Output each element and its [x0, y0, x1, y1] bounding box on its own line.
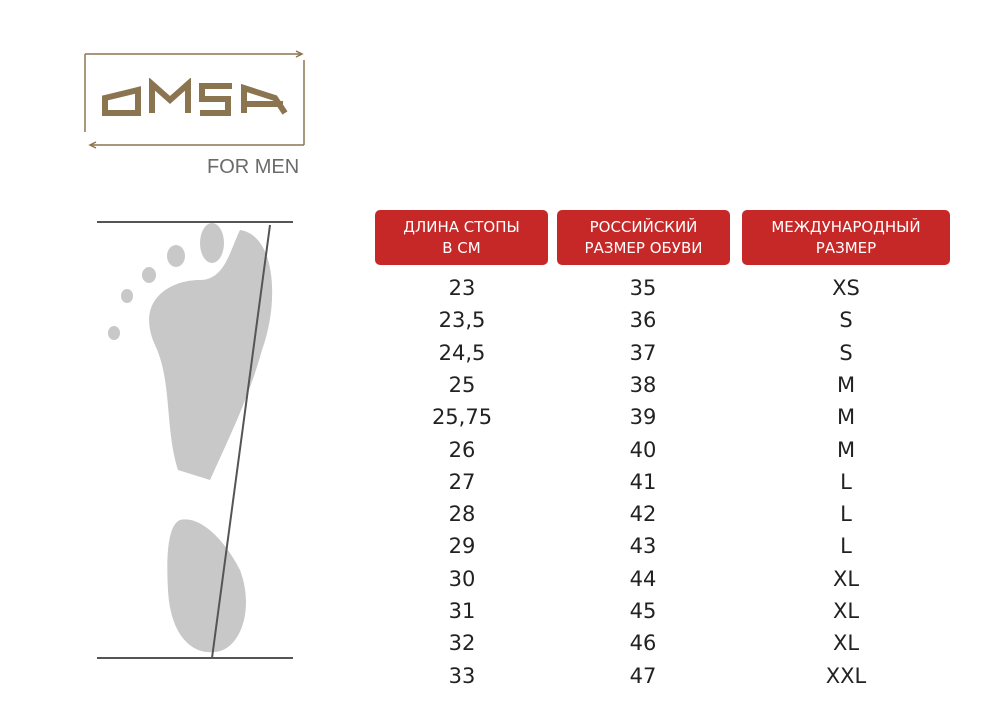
international-size-cell: L: [840, 469, 852, 494]
russian-size-cell: 44: [629, 566, 657, 591]
omsa-logo: [82, 50, 307, 180]
international-size-cell: L: [840, 502, 852, 527]
foot-length-cell: 30: [448, 566, 476, 591]
header-foot-length: ДЛИНА СТОПЫ В СМ: [375, 210, 548, 265]
foot-icon: [108, 223, 273, 653]
foot-length-cell: 29: [448, 534, 476, 559]
international-size-cell: XL: [832, 599, 860, 623]
international-size-cell: XS: [832, 276, 860, 300]
international-size-cell: S: [839, 340, 853, 365]
foot-length-cell: 25: [448, 372, 476, 397]
foot-length-cell: 24,5: [438, 340, 486, 365]
foot-length-cell: 27: [448, 469, 476, 494]
length-measure-line: [211, 224, 271, 659]
russian-size-cell: 36: [629, 308, 657, 333]
russian-size-cell: 35: [629, 276, 657, 300]
foot-length-cell: 23: [448, 276, 476, 300]
international-size-cell: M: [836, 405, 856, 430]
logo-subtitle: FOR MEN: [207, 156, 300, 178]
foot-length-cell: 26: [448, 437, 476, 462]
russian-size-cell: 42: [629, 502, 657, 527]
international-size-cell: XXL: [825, 663, 867, 688]
russian-size-cell: 38: [629, 372, 657, 397]
russian-size-cell: 45: [629, 599, 657, 623]
foot-length-cell: 32: [448, 631, 476, 656]
omsa-wordmark-icon: [101, 77, 287, 116]
header-international-size: МЕЖДУНАРОДНЫЙ РАЗМЕР: [742, 210, 950, 265]
foot-length-cell: 33: [448, 663, 476, 688]
international-size-cell: M: [836, 437, 856, 462]
russian-size-cell: 41: [629, 469, 657, 494]
foot-length-cell: 23,5: [438, 308, 486, 333]
russian-size-cell: 40: [629, 437, 657, 462]
russian-size-cell: 47: [629, 663, 657, 688]
header-russian-size: РОССИЙСКИЙ РАЗМЕР ОБУВИ: [557, 210, 730, 265]
foot-length-cell: 31: [448, 599, 476, 623]
logo-brand: [82, 50, 307, 145]
international-size-cell: S: [839, 308, 853, 333]
foot-length-cell: 25,75: [431, 405, 493, 430]
logo-frame: [84, 50, 305, 149]
international-size-cell: M: [836, 372, 856, 397]
international-size-cell: L: [840, 534, 852, 559]
russian-size-cell: 37: [629, 340, 657, 365]
russian-size-cell: 43: [629, 534, 657, 559]
russian-size-cell: 39: [629, 405, 657, 430]
international-size-cell: XL: [832, 566, 860, 591]
foot-diagram: [97, 221, 293, 659]
international-size-cell: XL: [832, 631, 860, 656]
foot-length-cell: 28: [448, 502, 476, 527]
russian-size-cell: 46: [629, 631, 657, 656]
